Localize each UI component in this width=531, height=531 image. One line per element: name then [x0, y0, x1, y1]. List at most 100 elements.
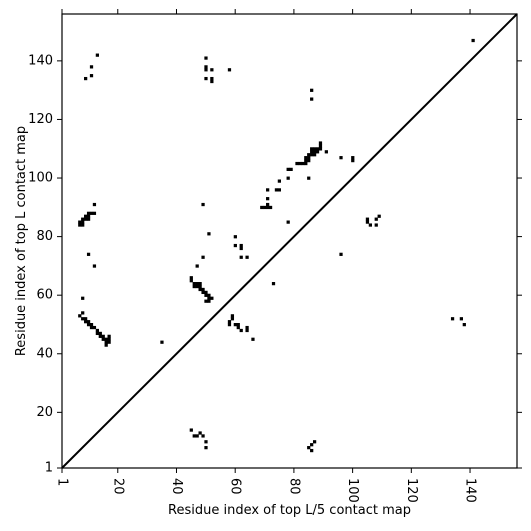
y-tick-label: 140: [28, 53, 53, 68]
contact-point: [207, 293, 211, 297]
contact-point: [204, 440, 208, 444]
contact-point: [195, 284, 199, 289]
contact-point: [204, 299, 208, 303]
contact-point: [78, 223, 82, 227]
contact-point: [104, 340, 108, 344]
contact-point: [227, 323, 232, 327]
contact-point: [307, 153, 311, 157]
contact-point: [198, 431, 202, 435]
contact-point: [462, 323, 466, 327]
contact-point: [192, 282, 196, 286]
contact-point: [207, 232, 211, 236]
contact-point: [307, 176, 311, 180]
contact-point: [339, 156, 343, 160]
contact-point: [251, 337, 255, 341]
contact-point: [239, 255, 243, 259]
contact-point: [304, 161, 308, 166]
contact-point: [86, 323, 91, 327]
contact-point: [351, 156, 355, 160]
contact-point: [89, 325, 94, 330]
contact-point: [98, 334, 102, 338]
contact-point: [78, 314, 82, 318]
contact-point: [92, 202, 97, 207]
contact-point: [268, 205, 273, 210]
y-tick-label: 80: [36, 229, 53, 244]
x-tick-label: 20: [110, 478, 125, 495]
contact-point: [89, 323, 94, 327]
contact-point: [107, 334, 111, 338]
contact-point: [192, 284, 196, 289]
contact-point: [204, 446, 208, 450]
contact-point: [84, 320, 88, 324]
contact-point: [210, 296, 214, 300]
contact-point: [86, 214, 91, 218]
contact-point: [84, 76, 88, 81]
contact-point: [304, 156, 308, 160]
contact-point: [195, 264, 199, 268]
y-tick-label: 120: [28, 112, 53, 127]
contact-point: [245, 325, 249, 330]
contact-point: [312, 153, 317, 157]
contact-point: [104, 343, 108, 347]
contact-point: [245, 328, 249, 333]
contact-point: [198, 282, 202, 286]
contact-point: [236, 323, 240, 327]
contact-point: [471, 38, 475, 43]
contact-point: [236, 325, 240, 330]
contact-point: [204, 290, 208, 295]
contact-point: [89, 74, 94, 78]
contact-point: [189, 428, 193, 432]
contact-point: [104, 337, 108, 341]
contact-point: [459, 317, 463, 321]
contact-point: [92, 325, 97, 330]
contact-point: [239, 246, 243, 251]
contact-point: [339, 252, 343, 256]
contact-point: [310, 448, 314, 453]
contact-point: [324, 150, 328, 154]
contact-point: [78, 220, 82, 224]
contact-point: [201, 202, 205, 207]
contact-point: [377, 214, 381, 218]
contact-point: [312, 150, 317, 154]
contact-point: [318, 147, 323, 151]
contact-point: [189, 276, 193, 280]
contact-point: [233, 235, 237, 239]
contact-point: [89, 65, 94, 69]
contact-point: [365, 220, 370, 224]
contact-point: [195, 282, 199, 286]
contact-point: [233, 243, 237, 248]
contact-point: [266, 205, 270, 210]
contact-point: [204, 65, 208, 69]
contact-point: [210, 68, 214, 72]
x-tick-label: 100: [345, 478, 360, 503]
contact-point: [98, 331, 102, 336]
contact-point: [277, 179, 281, 183]
contact-point: [207, 299, 211, 303]
contact-point: [210, 76, 214, 81]
contact-point: [233, 323, 237, 327]
contact-point: [266, 197, 270, 201]
contact-point: [307, 156, 311, 160]
contact-point: [89, 211, 94, 215]
contact-point: [204, 56, 208, 60]
x-tick-label: 120: [404, 478, 419, 503]
contact-point: [315, 150, 320, 154]
contact-point: [95, 328, 99, 333]
contact-point: [210, 79, 214, 84]
contact-point: [368, 223, 372, 227]
contact-point: [230, 314, 235, 318]
contact-point: [195, 434, 199, 438]
contact-point: [160, 340, 164, 344]
contact-point: [307, 446, 311, 450]
y-tick-label: 1: [45, 461, 53, 476]
contact-point: [204, 293, 208, 297]
contact-point: [310, 150, 314, 154]
contact-point: [227, 320, 232, 324]
contact-point: [239, 328, 243, 333]
contact-point: [81, 220, 85, 224]
contact-point: [274, 188, 279, 192]
contact-point: [204, 76, 208, 81]
contact-point: [310, 88, 314, 92]
contact-point: [307, 158, 311, 163]
contact-point: [201, 287, 205, 292]
